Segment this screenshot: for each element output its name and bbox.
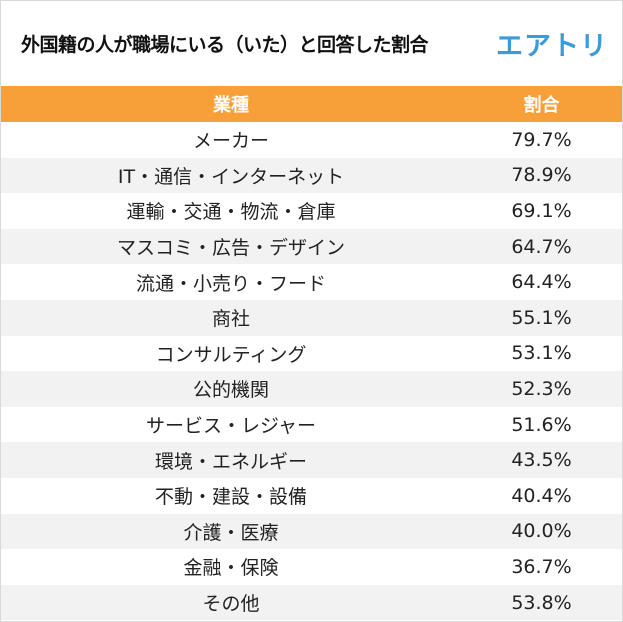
table-row: 公的機関 52.3% bbox=[1, 371, 622, 407]
table-row: 流通・小売り・フード 64.4% bbox=[1, 264, 622, 300]
table-header-row: 業種 割合 bbox=[1, 86, 622, 122]
industry-cell: 介護・医療 bbox=[1, 513, 461, 550]
table-row: コンサルティング 53.1% bbox=[1, 335, 622, 372]
ratio-cell: 53.8% bbox=[461, 584, 622, 621]
table-row: メーカー 79.7% bbox=[1, 122, 622, 158]
table-row: その他 53.8% bbox=[1, 584, 622, 621]
industry-cell: コンサルティング bbox=[1, 335, 461, 372]
ratio-cell: 55.1% bbox=[461, 299, 622, 336]
brand-logo: エアトリ bbox=[496, 31, 608, 62]
ratio-cell: 52.3% bbox=[461, 371, 622, 407]
industry-cell: 流通・小売り・フード bbox=[1, 264, 461, 300]
industry-cell: 運輸・交通・物流・倉庫 bbox=[1, 193, 461, 229]
industry-cell: 環境・エネルギー bbox=[1, 442, 461, 478]
industry-cell: IT・通信・インターネット bbox=[1, 157, 461, 194]
table-row: 金融・保険 36.7% bbox=[1, 549, 622, 585]
industry-cell: 商社 bbox=[1, 299, 461, 336]
ratio-cell: 43.5% bbox=[461, 442, 622, 478]
data-table: 業種 割合 メーカー 79.7% IT・通信・インターネット 78.9% 運輸・交通・物… bbox=[1, 86, 622, 621]
table-row: 不動・建設・設備 40.4% bbox=[1, 477, 622, 514]
ratio-cell: 79.7% bbox=[461, 122, 622, 158]
table-row: 運輸・交通・物流・倉庫 69.1% bbox=[1, 193, 622, 229]
table-body: メーカー 79.7% IT・通信・インターネット 78.9% 運輸・交通・物流・倉庫 69… bbox=[1, 122, 622, 621]
column-header-ratio: 割合 bbox=[461, 86, 622, 122]
industry-cell: 不動・建設・設備 bbox=[1, 477, 461, 514]
table-row: 介護・医療 40.0% bbox=[1, 513, 622, 550]
industry-cell: 公的機関 bbox=[1, 371, 461, 407]
ratio-cell: 51.6% bbox=[461, 406, 622, 443]
ratio-cell: 40.4% bbox=[461, 477, 622, 514]
table-row: 商社 55.1% bbox=[1, 299, 622, 336]
ratio-cell: 53.1% bbox=[461, 335, 622, 372]
industry-cell: メーカー bbox=[1, 122, 461, 158]
table-row: マスコミ・広告・デザイン 64.7% bbox=[1, 228, 622, 265]
ratio-cell: 78.9% bbox=[461, 157, 622, 194]
ratio-cell: 36.7% bbox=[461, 549, 622, 585]
column-header-industry: 業種 bbox=[1, 86, 461, 122]
table-row: サービス・レジャー 51.6% bbox=[1, 406, 622, 443]
ratio-cell: 69.1% bbox=[461, 193, 622, 229]
industry-cell: その他 bbox=[1, 584, 461, 621]
page-title: 外国籍の人が職場にいる（いた）と回答した割合 bbox=[21, 34, 429, 56]
industry-cell: サービス・レジャー bbox=[1, 406, 461, 443]
ratio-cell: 64.7% bbox=[461, 228, 622, 265]
industry-cell: マスコミ・広告・デザイン bbox=[1, 228, 461, 265]
table-row: IT・通信・インターネット 78.9% bbox=[1, 157, 622, 194]
industry-cell: 金融・保険 bbox=[1, 549, 461, 585]
table-row: 環境・エネルギー 43.5% bbox=[1, 442, 622, 478]
ratio-cell: 64.4% bbox=[461, 264, 622, 300]
header: 外国籍の人が職場にいる（いた）と回答した割合 エアトリ bbox=[1, 1, 622, 86]
ratio-cell: 40.0% bbox=[461, 513, 622, 550]
